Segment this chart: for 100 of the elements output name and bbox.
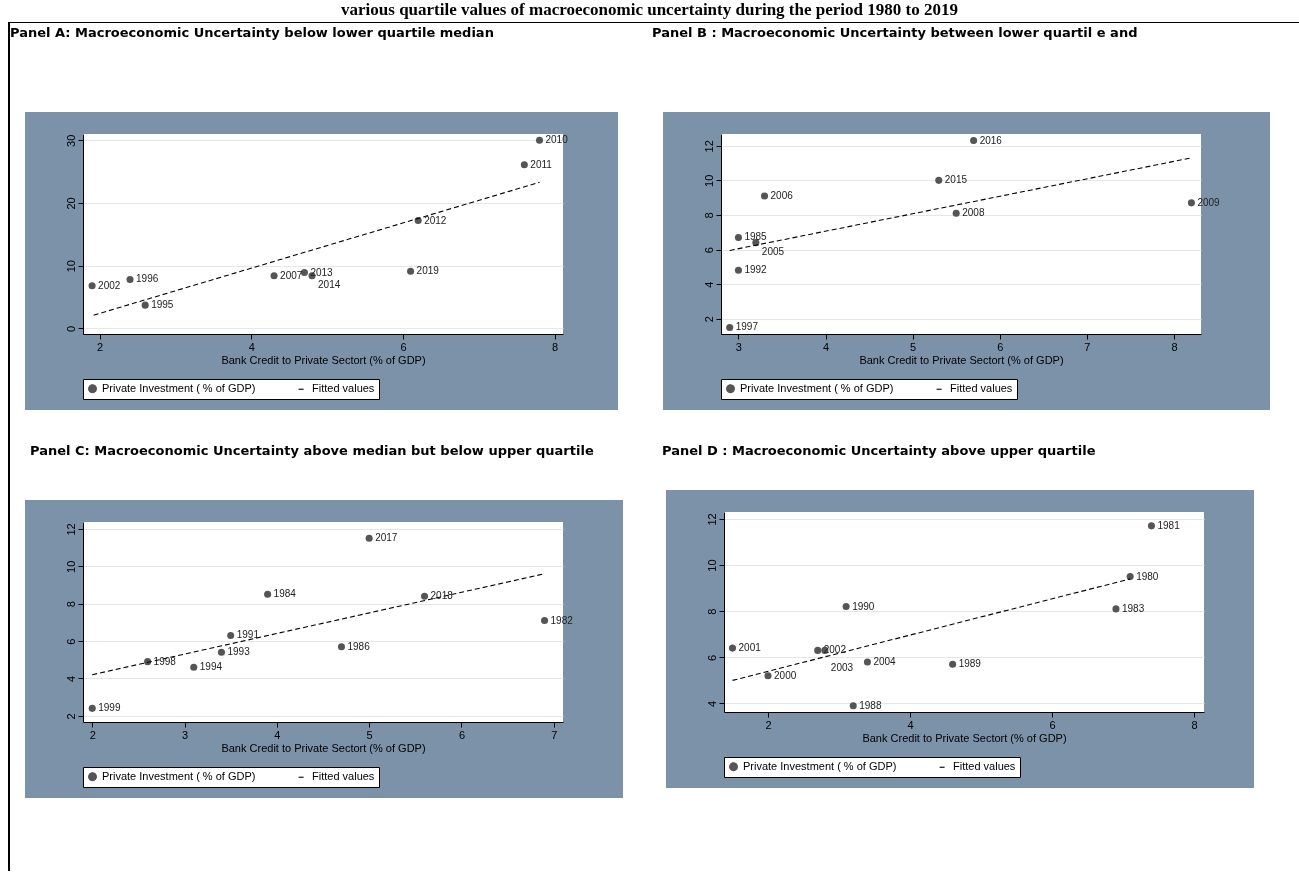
annotation: 2002 bbox=[98, 279, 121, 291]
y-tick-label: 2 bbox=[64, 713, 77, 720]
y-tick-label: 8 bbox=[702, 212, 715, 219]
point bbox=[227, 631, 235, 639]
legend-label: Private Investment ( % of GDP) bbox=[102, 769, 256, 782]
point bbox=[88, 704, 96, 712]
legend-label: Private Investment ( % of GDP) bbox=[102, 381, 256, 394]
y-tick-label: 10 bbox=[702, 174, 715, 187]
x-axis-title: Bank Credit to Private Sectort (% of GDP) bbox=[862, 731, 1067, 744]
y-tick-label: 12 bbox=[64, 523, 77, 536]
y-tick-label: 10 bbox=[64, 260, 77, 273]
x-axis-title: Bank Credit to Private Sectort (% of GDP) bbox=[221, 353, 426, 366]
annotation: 1999 bbox=[98, 702, 121, 714]
point bbox=[1187, 199, 1195, 207]
x-tick-label: 3 bbox=[181, 728, 189, 741]
annotation: 2003 bbox=[830, 662, 854, 674]
annotation: 2001 bbox=[738, 642, 762, 654]
point bbox=[1147, 522, 1155, 530]
y-tick-label: 6 bbox=[702, 247, 715, 254]
point bbox=[126, 275, 134, 283]
annotation: 1997 bbox=[735, 321, 759, 333]
annotation: 1980 bbox=[1136, 570, 1159, 582]
point bbox=[734, 233, 742, 241]
annotation: 1992 bbox=[744, 264, 768, 276]
y-tick-label: 8 bbox=[705, 608, 718, 615]
point bbox=[726, 323, 734, 331]
x-tick-label: 5 bbox=[910, 340, 917, 353]
x-tick-label: 6 bbox=[458, 728, 466, 741]
annotation: 2012 bbox=[424, 214, 447, 226]
annotation: 1989 bbox=[958, 658, 982, 670]
x-tick-label: 4 bbox=[907, 718, 914, 731]
point bbox=[535, 136, 544, 144]
annotation: 2005 bbox=[761, 245, 785, 257]
y-tick-label: 10 bbox=[64, 560, 77, 573]
annotation: 2015 bbox=[944, 174, 968, 186]
point bbox=[264, 590, 272, 598]
x-tick-label: 7 bbox=[551, 728, 558, 741]
x-tick-label: 6 bbox=[400, 340, 407, 353]
annotation: 2014 bbox=[318, 278, 341, 290]
chart-title: Panel D : Macroeconomic Uncertainty above upper quartile bbox=[662, 442, 1097, 460]
text: various quartile values of macroeconomic uncertainty during the period 1980 to 2019 bbox=[340, 0, 959, 20]
annotation: 1983 bbox=[1121, 602, 1145, 614]
point bbox=[761, 192, 769, 200]
annotation: 2008 bbox=[962, 207, 985, 219]
y-tick-label: 8 bbox=[64, 601, 77, 608]
y-tick-label: 0 bbox=[64, 325, 77, 332]
annotation: 1988 bbox=[859, 699, 882, 711]
annotation: 2000 bbox=[774, 669, 797, 681]
y-tick-label: 12 bbox=[705, 513, 718, 526]
point bbox=[849, 702, 857, 710]
point bbox=[1126, 573, 1134, 581]
y-tick-label: 4 bbox=[705, 700, 718, 708]
annotation: 1985 bbox=[744, 231, 768, 243]
annotation: 2018 bbox=[430, 590, 454, 602]
annotation: 2013 bbox=[310, 266, 334, 278]
x-tick-label: 8 bbox=[1191, 718, 1198, 731]
point bbox=[728, 644, 737, 652]
y-tick-label: 4 bbox=[64, 675, 77, 683]
x-tick-label: 6 bbox=[997, 340, 1004, 353]
y-tick-label: 30 bbox=[64, 134, 77, 147]
point bbox=[952, 209, 960, 217]
point bbox=[842, 603, 850, 611]
legend-label: Fitted values bbox=[953, 760, 1016, 773]
point bbox=[88, 282, 96, 290]
annotation: 1984 bbox=[273, 588, 297, 600]
x-tick-label: 7 bbox=[1084, 340, 1091, 353]
y-tick-label: 12 bbox=[702, 140, 715, 153]
legend-label: Private Investment ( % of GDP) bbox=[743, 759, 897, 772]
chart-title: Panel C: Macroeconomic Uncertainty above median but below upper quartile bbox=[30, 443, 594, 458]
annotation: 2006 bbox=[770, 189, 794, 201]
point bbox=[970, 137, 978, 145]
x-tick-label: 8 bbox=[1171, 340, 1178, 353]
x-tick-label: 6 bbox=[1049, 718, 1056, 731]
point bbox=[863, 658, 871, 666]
annotation: 1998 bbox=[153, 655, 177, 667]
point bbox=[520, 161, 528, 169]
annotation: 2017 bbox=[375, 532, 398, 544]
x-tick-label: 8 bbox=[552, 340, 559, 353]
x-tick-label: 5 bbox=[366, 728, 373, 741]
point bbox=[935, 176, 943, 184]
point bbox=[764, 672, 772, 680]
x-tick-label: 4 bbox=[248, 340, 255, 353]
point bbox=[337, 643, 345, 651]
chart-title: Panel B : Macroeconomic Uncertainty between lower quartil e and bbox=[652, 24, 1139, 42]
legend-label: Fitted values bbox=[312, 382, 375, 395]
point bbox=[217, 648, 225, 656]
x-tick-label: 2 bbox=[765, 718, 772, 731]
y-tick-label: 4 bbox=[702, 281, 715, 288]
legend-label: Private Investment ( % of GDP) bbox=[740, 381, 894, 394]
annotation: 2007 bbox=[280, 269, 303, 281]
x-tick-label: 3 bbox=[735, 340, 742, 353]
y-tick-label: 6 bbox=[64, 638, 77, 645]
y-tick-label: 2 bbox=[702, 316, 715, 323]
point bbox=[365, 534, 373, 542]
annotation: 2016 bbox=[979, 134, 1003, 146]
annotation: 1991 bbox=[236, 629, 260, 641]
x-tick-label: 4 bbox=[822, 340, 830, 353]
point bbox=[270, 272, 278, 280]
x-axis-title: Bank Credit to Private Sectort (% of GDP) bbox=[859, 353, 1064, 366]
annotation: 1996 bbox=[136, 273, 159, 285]
